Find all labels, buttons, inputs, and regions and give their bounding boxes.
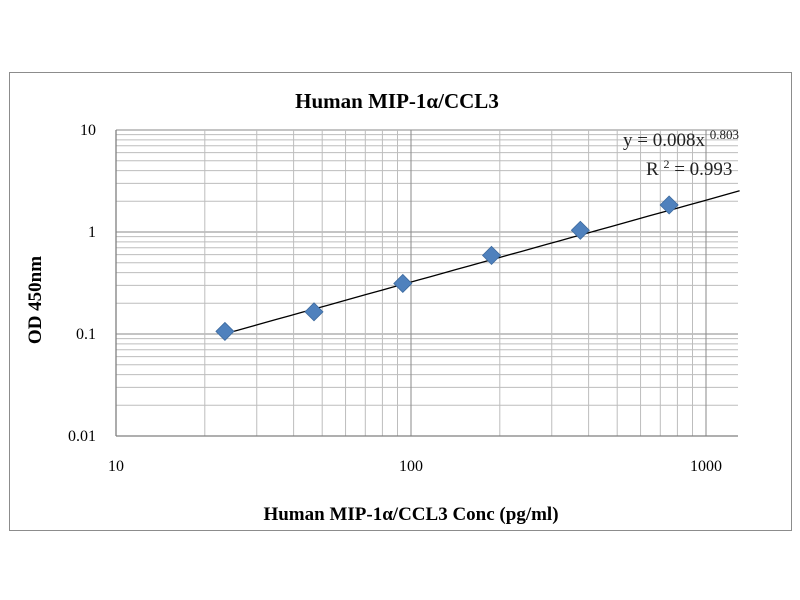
r2-value: = 0.993 — [674, 159, 732, 180]
y-tick-labels: 0.01 0.1 1 10 — [68, 122, 96, 445]
x-axis-label: Human MIP-1α/CCL3 Conc (pg/ml) — [263, 504, 558, 525]
data-point-marker — [215, 321, 235, 341]
r-squared-label: R 2 = 0.993 — [646, 152, 732, 180]
data-point-marker — [481, 245, 502, 265]
trendline-equation: y = 0.008x 0.803 — [623, 127, 739, 151]
y-tick-label: 0.01 — [68, 428, 96, 445]
grid-lines — [115, 129, 738, 437]
x-tick-label: 10 — [108, 458, 124, 475]
equation-base: y = 0.008x — [623, 130, 705, 151]
data-point-marker — [659, 195, 679, 215]
y-tick-label: 10 — [80, 122, 96, 139]
x-tick-label: 100 — [399, 458, 423, 475]
chart-title: Human MIP-1α/CCL3 — [295, 89, 499, 113]
x-tick-label: 1000 — [690, 458, 722, 475]
data-point-marker — [304, 302, 324, 322]
y-axis-label: OD 450nm — [25, 256, 46, 344]
chart-frame — [9, 72, 792, 531]
r2-base: R — [646, 159, 659, 180]
axes — [115, 130, 738, 437]
y-tick-label: 0.1 — [76, 326, 96, 343]
y-tick-label: 1 — [88, 224, 96, 241]
x-tick-labels: 10 100 1000 — [108, 458, 722, 475]
r2-superscript: 2 — [663, 157, 669, 171]
data-point-marker — [393, 273, 413, 294]
data-points — [215, 195, 679, 341]
equation-exponent: 0.803 — [710, 127, 739, 142]
data-point-marker — [570, 220, 590, 240]
